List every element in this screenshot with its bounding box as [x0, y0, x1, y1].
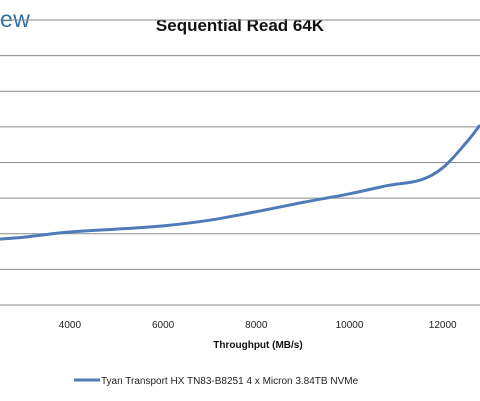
x-tick-label: 12000 — [429, 320, 457, 331]
series-line — [0, 124, 480, 241]
legend-label: Tyan Transport HX TN83-B8251 4 x Micron … — [101, 376, 359, 387]
x-tick-labels: 4000 6000 8000 10000 12000 — [59, 320, 457, 331]
x-tick-label: 8000 — [245, 320, 268, 331]
gridlines — [0, 19, 480, 306]
series-lines — [0, 124, 480, 241]
x-axis-label: Throughput (MB/s) — [213, 340, 302, 351]
logo-text: ew — [0, 6, 31, 32]
chart-title: Sequential Read 64K — [156, 16, 325, 35]
legend: Tyan Transport HX TN83-B8251 4 x Micron … — [74, 376, 359, 387]
x-tick-label: 10000 — [336, 320, 364, 331]
x-tick-label: 4000 — [59, 320, 82, 331]
x-tick-label: 6000 — [152, 320, 175, 331]
